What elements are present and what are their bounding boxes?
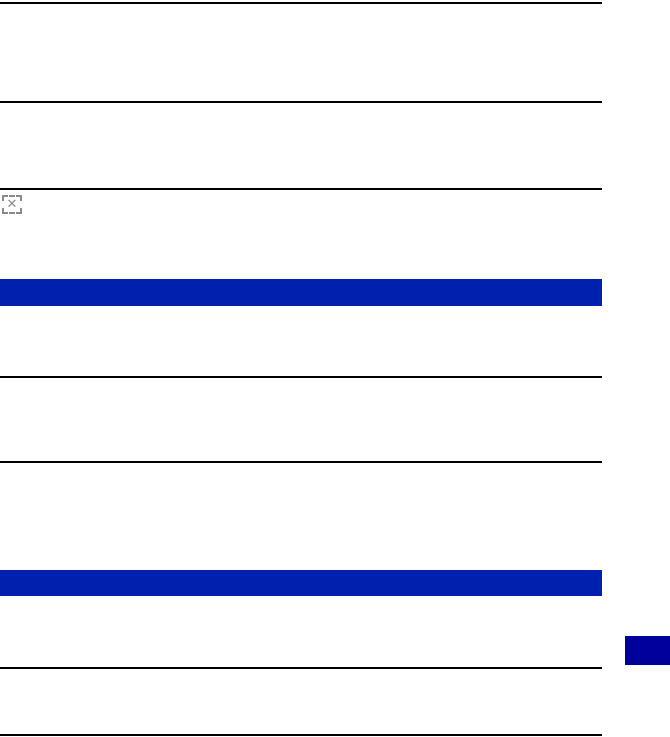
horizontal-rule (0, 734, 602, 736)
horizontal-rule (0, 2, 602, 4)
horizontal-rule (0, 667, 602, 669)
horizontal-rule (0, 101, 602, 103)
horizontal-rule (0, 461, 602, 463)
broken-image-x-glyph: ✕ (6, 197, 18, 212)
section-header-bar (0, 570, 602, 596)
broken-image-icon: ✕ (2, 195, 22, 214)
section-header-bar (0, 279, 602, 306)
horizontal-rule (0, 188, 602, 190)
page-number-tab (625, 636, 670, 665)
horizontal-rule (0, 376, 602, 378)
